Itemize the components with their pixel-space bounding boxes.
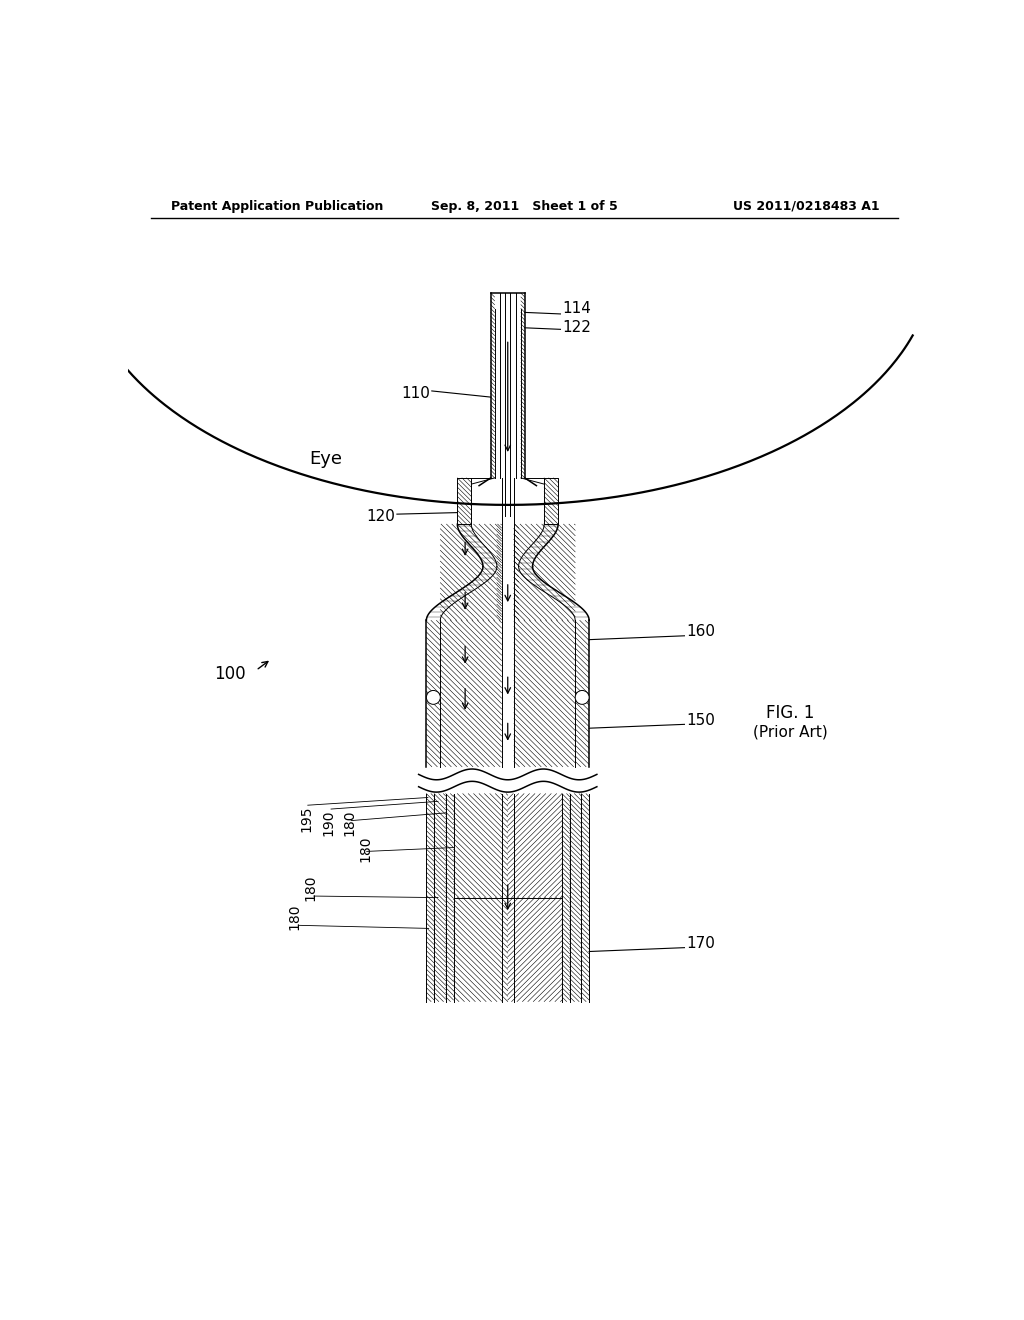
Text: Patent Application Publication: Patent Application Publication xyxy=(171,199,383,213)
Text: 180: 180 xyxy=(343,809,356,836)
Text: US 2011/0218483 A1: US 2011/0218483 A1 xyxy=(733,199,880,213)
Text: Sep. 8, 2011   Sheet 1 of 5: Sep. 8, 2011 Sheet 1 of 5 xyxy=(431,199,618,213)
Text: 160: 160 xyxy=(686,624,715,639)
Text: Eye: Eye xyxy=(309,450,342,467)
Text: FIG. 1: FIG. 1 xyxy=(766,704,815,722)
Text: 120: 120 xyxy=(367,510,395,524)
Text: 114: 114 xyxy=(562,301,591,315)
Circle shape xyxy=(575,690,589,705)
Text: 180: 180 xyxy=(288,904,302,931)
Text: 150: 150 xyxy=(686,713,715,729)
Text: 180: 180 xyxy=(358,836,372,862)
Text: 100: 100 xyxy=(214,665,246,684)
Circle shape xyxy=(426,690,440,705)
Text: 190: 190 xyxy=(321,809,335,836)
Text: 195: 195 xyxy=(299,805,313,832)
Text: 122: 122 xyxy=(562,321,591,335)
Text: 180: 180 xyxy=(303,874,317,902)
Text: (Prior Art): (Prior Art) xyxy=(754,725,828,739)
Text: 170: 170 xyxy=(686,936,715,952)
Text: 110: 110 xyxy=(401,385,430,401)
